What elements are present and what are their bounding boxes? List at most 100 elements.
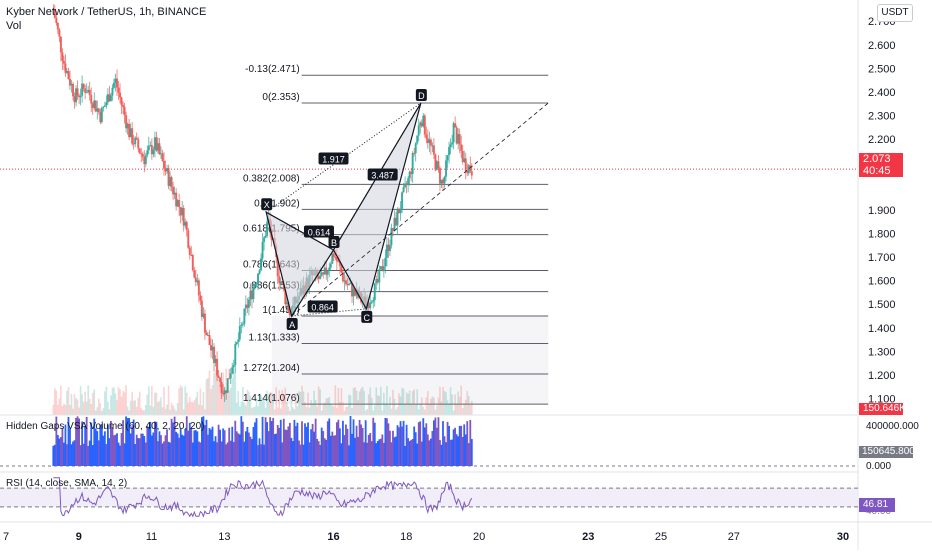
rsi-indicator-title[interactable]: RSI (14, close, SMA, 14, 2): [6, 478, 128, 489]
vsa-volume-bar: [138, 438, 141, 466]
vsa-volume-bar: [128, 417, 131, 466]
volume-label[interactable]: Vol: [6, 20, 22, 32]
volume-bar: [204, 409, 206, 415]
vsa-volume-bar: [110, 420, 112, 466]
candle-body: [68, 78, 71, 86]
candle-body: [440, 179, 443, 184]
volume-bar: [125, 385, 127, 415]
volume-bar: [82, 401, 85, 415]
volume-bar: [458, 396, 461, 415]
fib-level-label: 0.886(1.553): [243, 281, 300, 292]
volume-bar: [76, 399, 79, 415]
vsa-volume-bar: [319, 444, 322, 466]
vsa-volume-bar: [185, 416, 188, 466]
volume-bar: [414, 404, 417, 415]
volume-bar: [93, 389, 96, 415]
vsa-volume-bar: [244, 431, 247, 466]
volume-bar: [128, 410, 130, 415]
vsa-volume-bar: [90, 422, 93, 466]
candle-body: [112, 82, 115, 88]
rsi-band-fill: [0, 488, 858, 507]
candle-body: [194, 277, 197, 283]
candle-body: [420, 122, 423, 127]
vsa-volume-bar: [205, 419, 208, 466]
currency-button[interactable]: USDT: [877, 4, 913, 22]
candle-body: [203, 313, 206, 333]
volume-bar: [166, 404, 168, 415]
candle-body: [222, 393, 225, 395]
vsa-axis-value: 400000.000: [866, 421, 919, 432]
vsa-volume-bar: [367, 434, 370, 466]
candle-body: [240, 324, 243, 326]
volume-bar: [211, 385, 214, 415]
volume-bar: [305, 406, 308, 415]
vsa-volume-bar: [147, 427, 150, 466]
vsa-volume-bar: [96, 431, 99, 466]
candle-body: [190, 254, 193, 256]
vsa-volume-bar: [254, 422, 256, 466]
vsa-volume-bar: [188, 422, 191, 466]
vsa-volume-bar: [326, 421, 329, 466]
vsa-volume-bar: [361, 428, 364, 466]
candle-body: [53, 9, 56, 18]
volume-bar: [267, 393, 270, 415]
price-tick-label: 1.900: [868, 205, 896, 217]
volume-bar: [138, 391, 141, 415]
volume-bar: [301, 385, 303, 415]
candle-body: [181, 208, 184, 216]
vsa-indicator-title[interactable]: Hidden Gaps VSA Volume (60, 40, 2, 20, 2…: [6, 421, 205, 432]
time-tick-label: 20: [473, 531, 485, 543]
candle-body: [72, 83, 75, 97]
candle-body: [349, 282, 352, 285]
candle-body: [187, 230, 190, 248]
volume-bar: [466, 391, 469, 415]
candle-body: [129, 128, 132, 138]
vsa-volume-bar: [469, 419, 472, 466]
candle-body: [219, 377, 222, 383]
candle-body: [232, 364, 235, 368]
vsa-volume-bar: [181, 434, 184, 466]
candle-body: [169, 177, 172, 186]
volume-bar: [210, 388, 212, 415]
candle-body: [158, 143, 161, 154]
volume-bar: [207, 378, 209, 415]
volume-bar: [269, 392, 271, 415]
vsa-volume-bar: [237, 433, 240, 466]
volume-bar: [381, 410, 384, 415]
vsa-volume-bar: [358, 419, 361, 466]
symbol-title[interactable]: Kyber Network / TetherUS, 1h, BINANCE: [6, 6, 207, 18]
vsa-volume-bar: [291, 441, 294, 466]
candle-body: [379, 266, 382, 270]
volume-bar: [323, 402, 326, 415]
price-tick-label: 1.300: [868, 346, 896, 358]
volume-bar: [387, 405, 390, 415]
volume-bar: [81, 394, 83, 415]
vsa-volume-bar: [143, 436, 146, 466]
vsa-volume-bar: [182, 435, 185, 466]
volume-bar: [366, 409, 368, 415]
volume-bar: [454, 394, 456, 415]
volume-bar: [467, 396, 470, 415]
volume-bar: [452, 410, 455, 415]
candle-body: [411, 153, 414, 174]
volume-bar: [149, 405, 152, 415]
pattern-triangle-xab: [265, 211, 335, 318]
candle-body: [105, 102, 108, 106]
candle-body: [193, 270, 196, 278]
candle-body: [375, 278, 378, 284]
volume-bar: [449, 387, 452, 415]
volume-bar: [261, 397, 264, 415]
volume-bar: [307, 392, 309, 415]
time-tick-label: 25: [655, 531, 667, 543]
vsa-volume-bar: [270, 421, 273, 466]
vsa-volume-bar: [56, 434, 59, 466]
candle-body: [252, 287, 255, 300]
vsa-volume-bar: [335, 422, 338, 466]
vsa-volume-bar: [260, 444, 262, 466]
candle-body: [235, 342, 238, 344]
candle-body: [59, 36, 62, 53]
volume-bar: [293, 409, 296, 415]
volume-bar: [373, 405, 376, 415]
volume-bar: [420, 397, 423, 415]
